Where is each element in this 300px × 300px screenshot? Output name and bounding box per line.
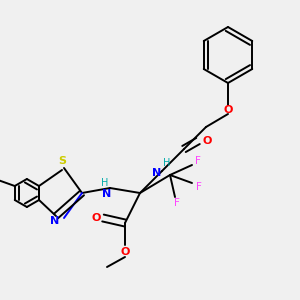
Text: F: F (174, 198, 180, 208)
Text: H: H (101, 178, 109, 188)
Text: O: O (91, 213, 101, 223)
Text: S: S (58, 156, 66, 166)
Text: O: O (202, 136, 212, 146)
Text: H: H (163, 158, 171, 168)
Text: F: F (195, 156, 201, 166)
Text: N: N (152, 168, 162, 178)
Text: N: N (50, 216, 60, 226)
Text: O: O (120, 247, 130, 257)
Text: F: F (196, 182, 202, 192)
Text: N: N (102, 189, 112, 199)
Text: O: O (223, 105, 233, 115)
